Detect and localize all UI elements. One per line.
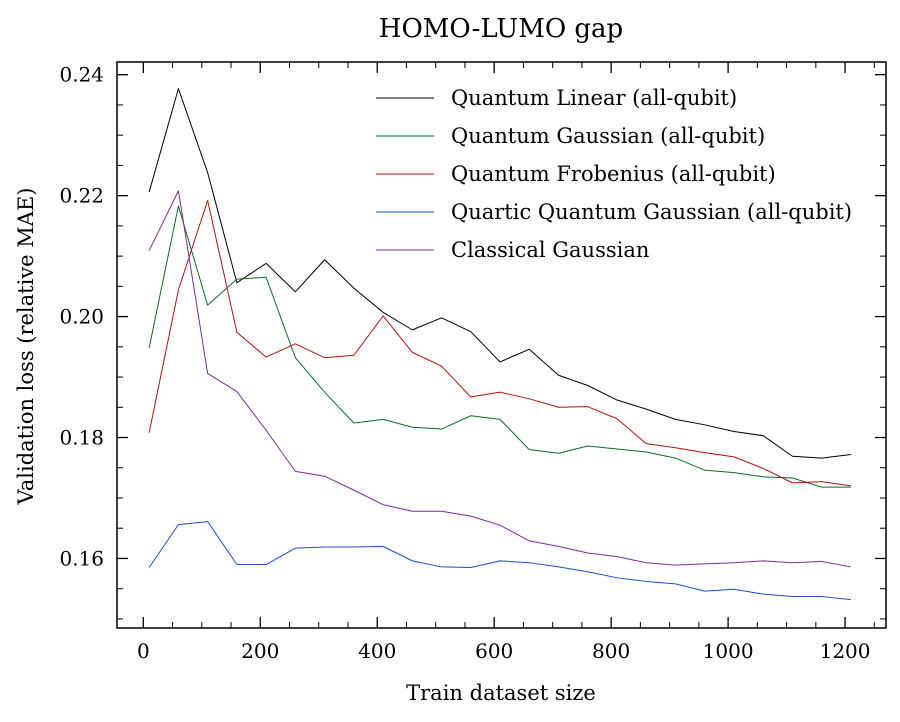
legend-label-quantum-frobenius-all-qubit: Quantum Frobenius (all-qubit) [451, 162, 776, 186]
ticks-layer: 0 200 400 600 800 1000 1200 0.16 0.18 0.20 0.22 0.2… [59, 62, 886, 663]
x-tick-label: 200 [241, 639, 279, 663]
y-axis-label: Validation loss (relative MAE) [14, 188, 38, 506]
series-line-quantum-linear-all-qubit [148, 88, 851, 459]
x-axis-label: Train dataset size [406, 681, 596, 705]
plot-layer [116, 61, 887, 629]
x-tick-label: 1000 [703, 639, 754, 663]
series-line-quantum-gaussian-all-qubit [148, 205, 851, 488]
y-tick-label: 0.16 [59, 546, 104, 570]
legend-label-quartic-quantum-gaussian-all-qubit: Quartic Quantum Gaussian (all-qubit) [451, 200, 852, 224]
chart-title: HOMO-LUMO gap [379, 14, 623, 44]
y-tick-label: 0.24 [59, 63, 104, 87]
x-tick-label: 600 [475, 639, 513, 663]
y-tick-label: 0.22 [59, 184, 104, 208]
series-line-classical-gaussian [148, 190, 852, 568]
y-tick-label: 0.20 [59, 305, 104, 329]
y-tick-label: 0.18 [59, 426, 104, 450]
x-tick-label: 800 [592, 639, 630, 663]
legend-label-quantum-linear-all-qubit: Quantum Linear (all-qubit) [451, 86, 737, 110]
plot-frame [116, 61, 887, 629]
x-tick-label: 1200 [820, 639, 871, 663]
series-line-quantum-frobenius-all-qubit [148, 199, 851, 487]
legend-label-quantum-gaussian-all-qubit: Quantum Gaussian (all-qubit) [451, 124, 765, 148]
series-line-quartic-quantum-gaussian-all-qubit [148, 521, 851, 601]
legend-label-classical-gaussian: Classical Gaussian [451, 238, 649, 262]
x-tick-label: 0 [137, 639, 150, 663]
x-tick-label: 400 [358, 639, 396, 663]
legend: Quantum Linear (all-qubit) Quantum Gaussi… [376, 86, 852, 262]
series-layer [148, 88, 852, 601]
